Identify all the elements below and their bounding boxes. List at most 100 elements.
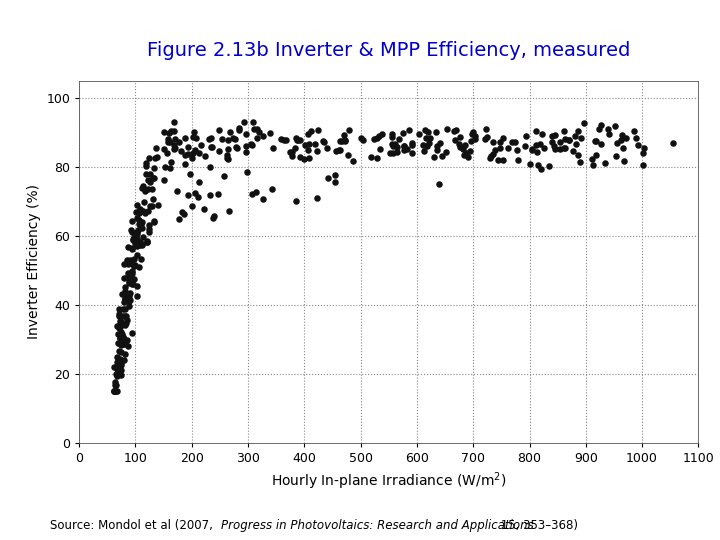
Point xyxy=(559,127,570,136)
Point xyxy=(126,245,138,253)
Point xyxy=(428,153,440,161)
Point xyxy=(150,154,161,163)
Point xyxy=(595,140,607,149)
Point xyxy=(182,190,194,199)
Point xyxy=(433,180,445,188)
Point xyxy=(222,136,233,145)
Point xyxy=(469,131,480,140)
Point xyxy=(120,305,131,314)
Point xyxy=(246,140,258,149)
Point xyxy=(238,118,249,127)
Point xyxy=(454,132,466,141)
Point xyxy=(284,147,295,156)
Point xyxy=(122,269,134,278)
Point xyxy=(205,143,217,152)
Point xyxy=(117,340,128,348)
Point xyxy=(114,310,125,319)
Point xyxy=(137,207,148,215)
Point xyxy=(143,227,155,236)
Point xyxy=(448,126,459,135)
Point xyxy=(387,141,399,150)
Point xyxy=(222,150,233,159)
Point xyxy=(539,144,550,152)
Point xyxy=(168,144,180,152)
Point xyxy=(374,145,386,154)
Point xyxy=(418,141,429,150)
Point xyxy=(109,387,120,395)
Point xyxy=(569,132,580,140)
Point xyxy=(587,161,598,170)
Point xyxy=(420,141,432,150)
Text: Source: Mondol et al (2007,: Source: Mondol et al (2007, xyxy=(50,519,217,532)
Point xyxy=(132,230,143,239)
Point xyxy=(482,133,493,141)
Point xyxy=(189,146,201,155)
Point xyxy=(506,138,518,146)
Point xyxy=(365,152,377,161)
Point xyxy=(454,140,465,149)
Point xyxy=(617,144,629,153)
Point xyxy=(151,152,163,161)
Point xyxy=(268,144,279,152)
Point xyxy=(141,238,153,247)
Point xyxy=(122,259,134,268)
Point xyxy=(137,184,148,192)
Point xyxy=(111,353,122,361)
Point xyxy=(292,136,303,145)
Point xyxy=(639,144,650,153)
Point xyxy=(115,370,127,379)
Point xyxy=(111,362,122,371)
Point xyxy=(334,146,346,154)
Point xyxy=(147,174,158,183)
Point xyxy=(531,127,542,136)
Point xyxy=(310,140,321,149)
Point xyxy=(198,204,210,213)
Point xyxy=(174,138,185,146)
Point xyxy=(343,126,354,135)
Point xyxy=(147,202,158,211)
Point xyxy=(150,144,162,152)
Point xyxy=(536,130,548,138)
Point xyxy=(462,153,474,161)
Point xyxy=(257,132,269,140)
Point xyxy=(176,207,188,216)
Point xyxy=(123,277,135,286)
Point xyxy=(195,140,207,149)
Point xyxy=(590,151,602,159)
Point xyxy=(413,130,424,138)
Point xyxy=(333,145,345,154)
Point xyxy=(487,137,499,146)
Point xyxy=(227,133,238,142)
Point xyxy=(110,363,122,372)
Point xyxy=(393,135,405,144)
Point xyxy=(386,132,397,141)
Point xyxy=(138,181,149,190)
Point xyxy=(509,138,521,147)
Point xyxy=(118,298,130,306)
Point xyxy=(418,146,430,155)
Point xyxy=(120,312,131,320)
Point xyxy=(126,273,138,282)
Point xyxy=(114,354,126,363)
Point xyxy=(536,164,547,173)
Point xyxy=(109,381,120,390)
Point xyxy=(122,335,133,344)
Point xyxy=(207,213,219,222)
Point xyxy=(305,127,316,136)
Point xyxy=(338,131,350,140)
Point xyxy=(240,130,251,139)
Point xyxy=(398,141,410,150)
Point xyxy=(130,239,141,248)
Point xyxy=(291,197,302,206)
Point xyxy=(266,185,278,193)
Point xyxy=(389,140,400,149)
Point xyxy=(667,139,679,147)
Point xyxy=(441,125,452,133)
Point xyxy=(192,193,204,201)
Point xyxy=(193,148,204,157)
Point xyxy=(114,334,126,342)
Point xyxy=(111,357,122,366)
Point xyxy=(131,235,143,244)
Point xyxy=(136,239,148,248)
Point xyxy=(312,126,323,134)
